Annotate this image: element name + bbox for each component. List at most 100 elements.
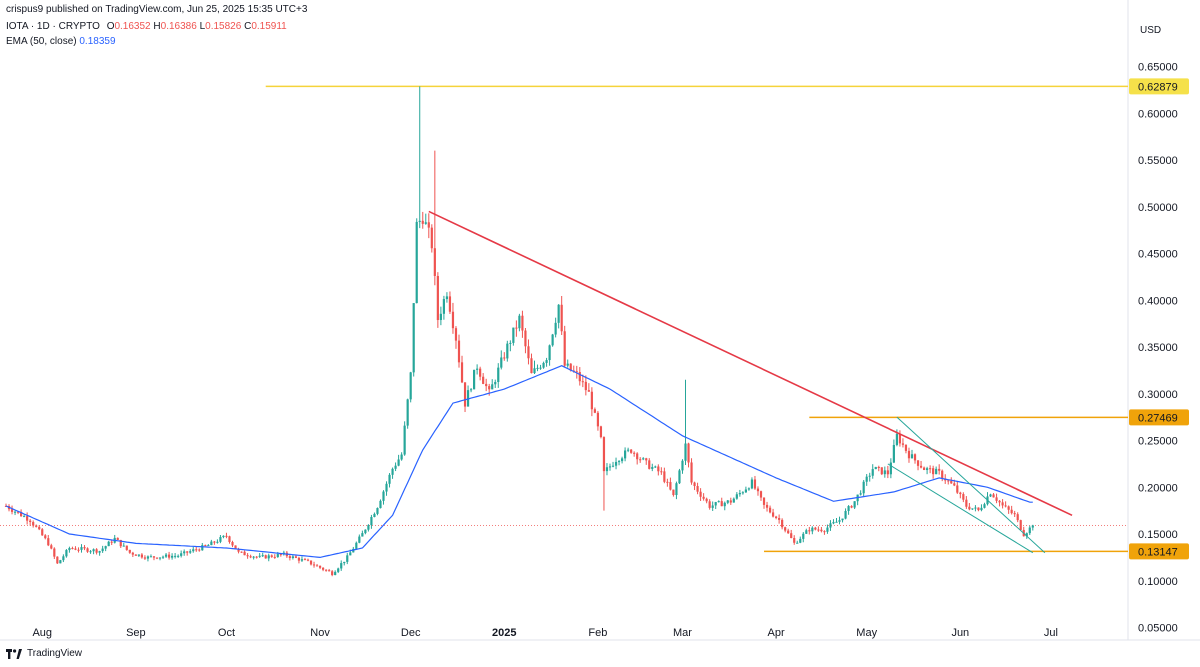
time-tick-label: Sep [126,627,146,639]
candle-body [811,527,814,532]
candle-body [322,567,325,570]
time-tick-label: May [856,627,877,639]
candle-body [65,550,68,557]
candle-body [400,454,403,460]
grid-layer [0,0,1200,641]
candle-body [13,511,17,513]
candle-body [784,527,787,531]
candle-body [23,516,26,518]
candle-body [89,551,92,553]
candle-body [977,507,980,511]
candle-body [497,367,500,383]
candle-body [137,554,140,556]
price-tick-label: 0.65000 [1138,62,1178,74]
candle-body [530,358,533,374]
tradingview-logo-icon [6,648,22,659]
ohlc-close-label: C [244,21,252,32]
candle-body [998,500,1001,503]
candle-body [515,327,518,329]
time-tick-label: 2025 [492,627,516,639]
candle-body [880,467,883,475]
candle-body [796,542,799,544]
candle-body [608,466,612,468]
candle-body [778,517,781,520]
candle-body [548,345,551,361]
candle-body [823,531,826,533]
candle-body [403,425,406,455]
candle-body [633,452,636,454]
candle-body [180,553,183,556]
candle-body [16,511,20,513]
candle-body [225,535,228,537]
candle-body [947,480,950,482]
candle-body [922,467,926,471]
candle-body [355,542,358,549]
price-badge-label: 0.13147 [1138,546,1178,558]
candle-body [77,549,80,551]
candle-body [959,492,962,495]
candle-body [101,548,104,552]
candle-body [962,494,965,500]
candle-body [753,479,757,489]
candle-body [312,564,316,566]
candle-body [512,327,515,343]
candle-body [131,552,134,555]
candle-body [445,296,449,300]
candle-body [593,409,596,413]
candle-body [469,389,473,391]
candle-body [80,547,83,550]
candle-body [1010,509,1013,514]
candle-body [110,541,113,543]
candle-body [705,498,708,502]
symbol-label[interactable]: IOTA · 1D · CRYPTO [6,21,100,32]
candle-body [500,357,503,368]
candle-body [300,559,304,561]
candle-body [590,391,593,410]
candle-body [687,443,690,463]
candle-body [617,461,621,463]
candle-body [379,500,382,509]
candle-body [898,433,902,444]
candle-body [294,556,298,558]
candle-body [155,557,159,559]
ohlc-low-label: L [199,21,206,32]
candle-body [883,470,886,475]
candle-body [346,555,349,562]
candle-body [932,468,935,475]
candle-body [965,499,968,507]
ema-legend[interactable]: EMA (50, close) 0.18359 [6,36,116,47]
candle-body [258,555,261,557]
candle-body [270,555,273,557]
candle-body [596,412,600,427]
candle-body [291,556,294,558]
candle-body [38,526,41,530]
price-badge-label: 0.62879 [1138,81,1178,93]
price-axis[interactable]: 0.65000 0.60000 0.55000 0.50000 0.45000 0.400… [1129,62,1189,635]
candle-body [1025,533,1028,537]
candle-body [261,555,264,557]
currency-label[interactable]: USD [1140,25,1161,36]
price-badge-label: 0.27469 [1138,412,1178,424]
candle-body [799,538,802,543]
candle-body [699,491,702,497]
price-tick-label: 0.50000 [1138,202,1178,214]
candle-body [624,450,627,459]
time-axis[interactable]: Aug Sep Oct Nov Dec 2025 Feb Mar Apr May Jun Jul [32,627,1058,639]
candle-body [125,545,128,550]
candle-body [394,465,397,469]
candle-body [729,500,732,503]
candle-body [32,522,35,526]
candle-body [288,556,291,558]
candle-body [611,465,615,467]
candle-body [222,535,225,538]
candle-body [602,437,606,472]
candle-body [183,551,186,554]
candle-body [524,330,527,347]
candle-body [871,469,874,476]
candle-body [657,466,660,472]
candle-body [868,475,871,477]
candle-body [427,222,430,228]
candle-body [554,322,557,335]
candle-body [832,522,835,524]
